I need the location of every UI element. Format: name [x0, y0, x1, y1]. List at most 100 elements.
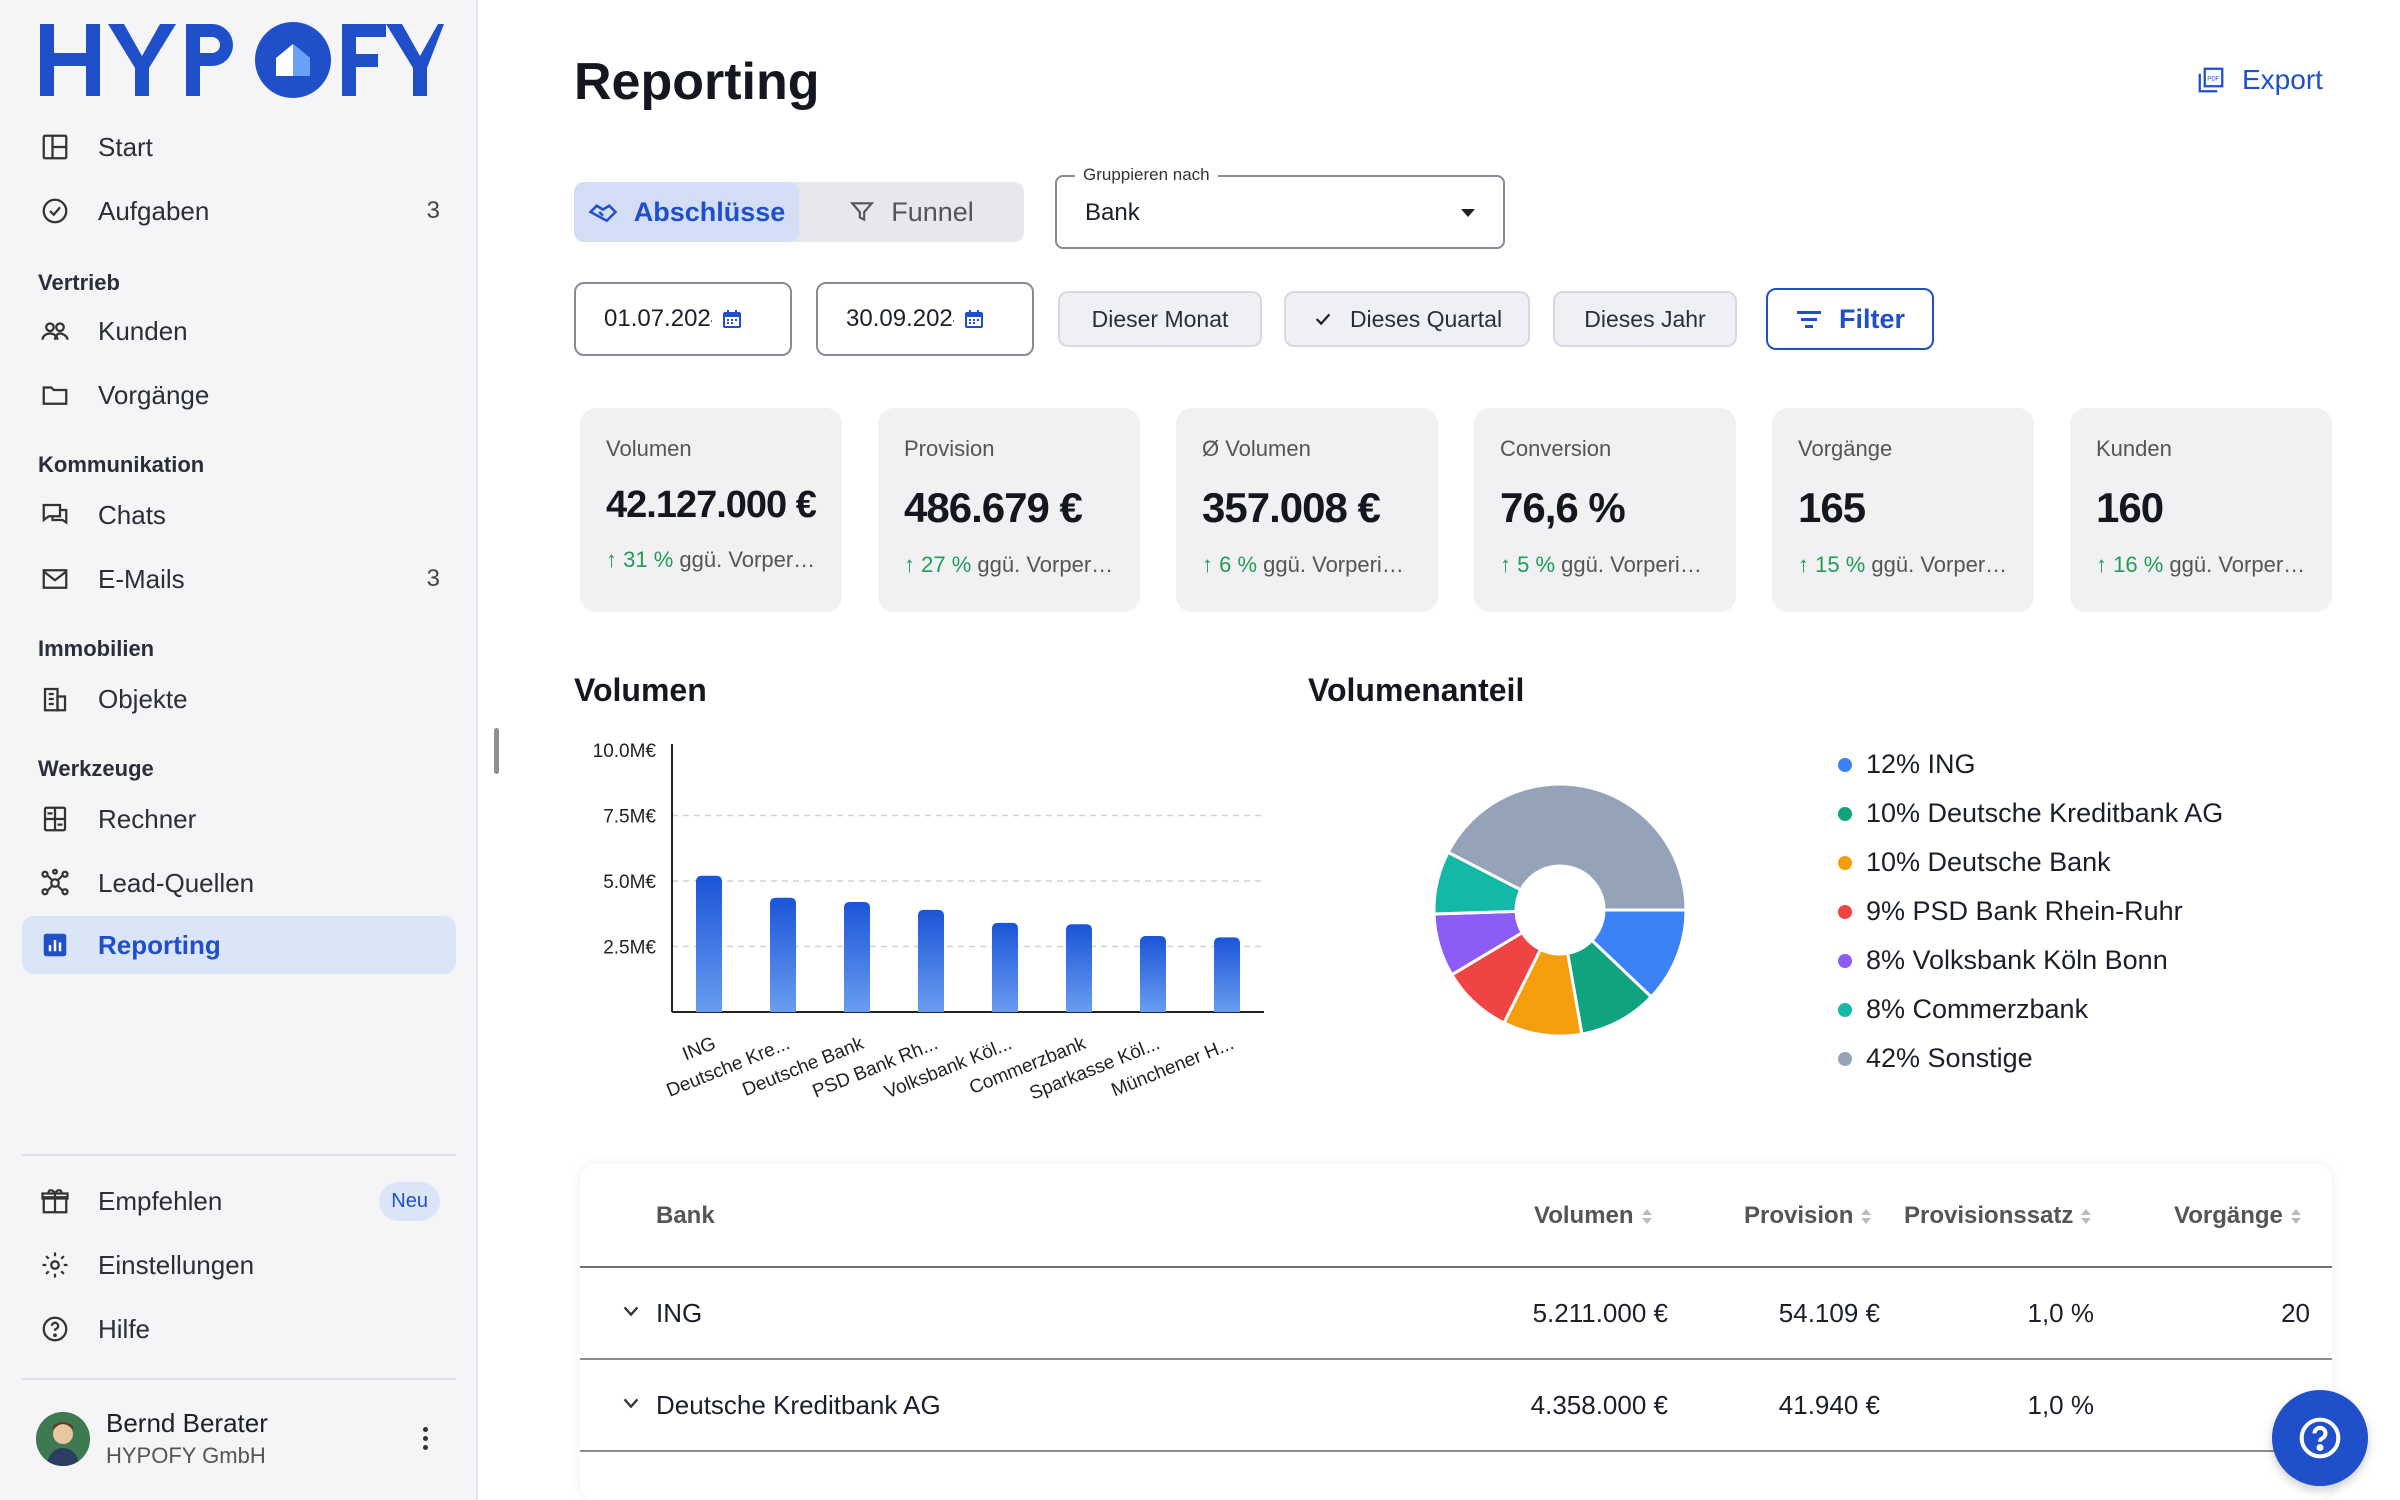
table-divider	[580, 1266, 2332, 1268]
legend-item[interactable]: 10% Deutsche Kreditbank AG	[1838, 789, 2223, 838]
kpi-delta-text: ggü. Vorperiode	[1561, 552, 1710, 577]
bar[interactable]	[918, 909, 944, 1012]
table-divider	[580, 1358, 2332, 1360]
pie-slice[interactable]	[1445, 782, 1688, 912]
legend-dot-icon	[1838, 1051, 1852, 1066]
calendar-icon[interactable]	[720, 307, 744, 331]
legend-item[interactable]: 8% Volksbank Köln Bonn	[1838, 936, 2223, 985]
bar[interactable]	[770, 897, 796, 1012]
kpi-delta-text: ggü. Vorperiode	[679, 547, 816, 572]
sidebar-item-einstellungen[interactable]: Einstellungen	[22, 1236, 456, 1294]
bar[interactable]	[1140, 936, 1166, 1012]
kpi-delta-value: 31 %	[623, 547, 674, 572]
sort-icon	[1861, 1208, 1872, 1224]
legend-label: 8% Volksbank Köln Bonn	[1866, 945, 2168, 975]
network-icon	[38, 866, 72, 900]
sidebar-item-empfehlen[interactable]: Empfehlen Neu	[22, 1172, 456, 1230]
table-row[interactable]: Deutsche Kreditbank AG 4.358.000 € 41.94…	[580, 1360, 2332, 1450]
group-by-select[interactable]: Gruppieren nach Bank	[1055, 165, 1505, 249]
table-row[interactable]: ING 5.211.000 € 54.109 € 1,0 % 20	[580, 1268, 2332, 1358]
column-header-vorgaenge[interactable]: Vorgänge	[2174, 1202, 2301, 1230]
chevron-down-icon[interactable]	[620, 1300, 642, 1322]
sidebar-item-emails[interactable]: E-Mails 3	[22, 550, 456, 608]
sidebar-item-chats[interactable]: Chats	[22, 486, 456, 544]
sidebar-item-hilfe[interactable]: Hilfe	[22, 1300, 456, 1358]
volume-share-donut-chart	[1432, 782, 1688, 1038]
tab-label: Funnel	[891, 196, 974, 227]
legend-item[interactable]: 8% Commerzbank	[1838, 985, 2223, 1034]
bar[interactable]	[1066, 924, 1092, 1012]
column-header-provisionssatz[interactable]: Provisionssatz	[1904, 1202, 2092, 1230]
legend-label: 42% Sonstige	[1866, 1043, 2033, 1073]
chip-dieses-jahr[interactable]: Dieses Jahr	[1553, 291, 1737, 347]
sidebar-item-label: Einstellungen	[98, 1249, 255, 1280]
cell-provision: 54.109 €	[1778, 1298, 1880, 1328]
column-header-provision[interactable]: Provision	[1744, 1202, 1872, 1230]
filter-button[interactable]: Filter	[1766, 288, 1934, 350]
legend-item[interactable]: 42% Sonstige	[1838, 1034, 2223, 1083]
sidebar-item-lead-quellen[interactable]: Lead-Quellen	[22, 854, 456, 912]
check-icon	[1315, 313, 1331, 326]
svg-text:PDF: PDF	[2207, 76, 2220, 83]
sidebar-item-aufgaben[interactable]: Aufgaben 3	[22, 182, 456, 240]
column-header-bank[interactable]: Bank	[656, 1202, 715, 1230]
sidebar-item-label: E-Mails	[98, 563, 185, 594]
kpi-card-kunden: Kunden 160 ↑ 16 % ggü. Vorperiode	[2070, 408, 2332, 612]
hypofy-logo	[40, 22, 444, 98]
sidebar-item-label: Reporting	[98, 929, 221, 960]
x-tick-label: ING	[680, 1033, 719, 1065]
sort-icon	[2081, 1208, 2092, 1224]
sidebar-item-kunden[interactable]: Kunden	[22, 302, 456, 360]
email-count: 3	[426, 565, 440, 592]
bar[interactable]	[992, 922, 1018, 1012]
chevron-down-icon[interactable]	[620, 1392, 642, 1414]
column-header-label: Volumen	[1534, 1202, 1634, 1229]
sidebar-item-start[interactable]: Start	[22, 118, 456, 176]
more-vertical-icon[interactable]	[412, 1420, 438, 1456]
kpi-label: Kunden	[2096, 436, 2172, 461]
sidebar-item-objekte[interactable]: Objekte	[22, 670, 456, 728]
bar[interactable]	[696, 875, 722, 1012]
legend-label: 8% Commerzbank	[1866, 994, 2089, 1024]
sidebar-item-label: Hilfe	[98, 1313, 151, 1344]
bar[interactable]	[1214, 937, 1240, 1012]
sidebar-divider	[22, 1154, 456, 1156]
layout-icon	[38, 130, 72, 164]
kpi-delta: ↑ 5 % ggü. Vorperiode	[1500, 552, 1710, 578]
user-profile[interactable]: Bernd Berater HYPOFY GmbH	[36, 1408, 268, 1469]
kpi-delta-value: 16 %	[2113, 552, 2164, 577]
sidebar-item-rechner[interactable]: Rechner	[22, 790, 456, 848]
export-button[interactable]: PDF Export	[2196, 64, 2323, 96]
help-button[interactable]	[2272, 1390, 2368, 1486]
pie-legend: 12% ING 10% Deutsche Kreditbank AG 10% Deu…	[1838, 740, 2223, 1083]
mail-icon	[38, 562, 72, 596]
date-to-input[interactable]: 30.09.2024	[816, 282, 1034, 356]
cell-volumen: 5.211.000 €	[1532, 1298, 1668, 1328]
building-icon	[38, 682, 72, 716]
legend-item[interactable]: 10% Deutsche Bank	[1838, 838, 2223, 887]
sidebar-item-vorgaenge[interactable]: Vorgänge	[22, 366, 456, 424]
legend-dot-icon	[1838, 757, 1852, 772]
kpi-delta-text: ggü. Vorperiode	[1871, 552, 2008, 577]
calendar-icon[interactable]	[962, 307, 986, 331]
bar[interactable]	[844, 901, 870, 1012]
legend-item[interactable]: 12% ING	[1838, 740, 2223, 789]
tab-funnel[interactable]: Funnel	[799, 182, 1024, 242]
chip-dieser-monat[interactable]: Dieser Monat	[1058, 291, 1262, 347]
sidebar-item-reporting[interactable]: Reporting	[22, 916, 456, 974]
sidebar-resize-handle[interactable]	[494, 728, 499, 774]
column-header-volumen[interactable]: Volumen	[1534, 1202, 1652, 1230]
date-from-input[interactable]: 01.07.2024	[574, 282, 792, 356]
y-tick-label: 10.0M€	[593, 741, 657, 762]
logo[interactable]	[38, 20, 444, 100]
chip-dieses-quartal[interactable]: Dieses Quartal	[1284, 291, 1530, 347]
tab-abschluesse[interactable]: Abschlüsse	[574, 182, 799, 242]
group-by-value: Bank	[1085, 199, 1140, 226]
legend-label: 9% PSD Bank Rhein-Ruhr	[1866, 896, 2183, 926]
user-company: HYPOFY GmbH	[106, 1443, 266, 1468]
filter-label: Filter	[1838, 303, 1905, 334]
legend-dot-icon	[1838, 806, 1852, 821]
check-circle-icon	[38, 194, 72, 228]
legend-item[interactable]: 9% PSD Bank Rhein-Ruhr	[1838, 887, 2223, 936]
